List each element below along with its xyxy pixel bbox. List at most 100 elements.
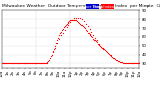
Point [101, 47, 103, 48]
Point [58, 34, 60, 36]
Point [132, 62, 135, 63]
Point [137, 62, 140, 63]
Point [113, 57, 116, 59]
Point [118, 60, 120, 62]
Point [41, 62, 44, 63]
Point [1, 62, 4, 63]
Point [18, 62, 20, 63]
Point [116, 59, 119, 61]
Point [74, 19, 76, 21]
Point [63, 29, 66, 31]
Point [45, 62, 48, 63]
Point [49, 57, 52, 59]
Point [99, 45, 101, 46]
Point [20, 62, 23, 63]
Point [75, 19, 77, 21]
Point [17, 62, 19, 63]
Point [7, 62, 10, 63]
Point [33, 62, 35, 63]
Point [67, 21, 70, 23]
Point [91, 36, 94, 38]
Point [27, 62, 30, 63]
Point [28, 62, 31, 63]
Point [51, 54, 54, 55]
Point [54, 47, 56, 48]
Point [107, 53, 110, 54]
Point [117, 60, 120, 62]
Point [89, 34, 92, 36]
Point [19, 62, 22, 63]
Point [36, 62, 38, 63]
Point [57, 37, 59, 39]
Text: Milwaukee Weather  Outdoor Temperature  vs Heat Index  per Minute  (24 Hours): Milwaukee Weather Outdoor Temperature vs… [2, 4, 160, 8]
Point [90, 35, 93, 37]
Point [22, 62, 25, 63]
Point [84, 29, 87, 31]
Point [115, 59, 118, 61]
Point [83, 27, 85, 28]
Point [31, 62, 33, 63]
Point [61, 28, 64, 30]
Point [25, 62, 28, 63]
Point [106, 52, 109, 54]
Point [128, 62, 131, 63]
Point [131, 62, 134, 63]
Point [5, 62, 8, 63]
Point [76, 20, 78, 22]
Point [39, 62, 41, 63]
Point [96, 40, 98, 41]
Point [73, 18, 76, 19]
Point [124, 62, 126, 63]
Point [55, 42, 57, 44]
Point [48, 59, 51, 61]
Point [59, 33, 61, 34]
Point [86, 32, 89, 33]
Point [111, 57, 114, 58]
Point [70, 19, 73, 21]
Point [40, 62, 42, 63]
Point [68, 20, 71, 22]
Point [10, 62, 12, 63]
Point [138, 62, 140, 63]
Point [52, 51, 54, 53]
Point [50, 56, 53, 57]
Point [29, 62, 32, 63]
Point [94, 40, 96, 41]
Point [11, 62, 13, 63]
Point [60, 29, 63, 31]
Point [114, 58, 117, 60]
Point [34, 62, 36, 63]
Point [105, 51, 108, 53]
Point [8, 62, 11, 63]
Point [83, 20, 85, 22]
Point [121, 61, 123, 62]
Point [62, 27, 65, 28]
Point [64, 25, 67, 26]
Point [6, 62, 9, 63]
Point [56, 40, 58, 41]
Point [120, 61, 122, 62]
Point [133, 62, 136, 63]
Point [46, 61, 49, 62]
Point [88, 28, 91, 30]
Point [112, 57, 115, 59]
Point [122, 62, 124, 63]
Point [30, 62, 32, 63]
Point [77, 21, 79, 23]
Point [104, 50, 106, 51]
Point [47, 60, 50, 62]
Point [32, 62, 34, 63]
Point [100, 46, 102, 47]
Point [87, 33, 90, 34]
Point [43, 62, 46, 63]
Point [86, 26, 89, 27]
Point [13, 62, 15, 63]
Point [98, 44, 100, 46]
Point [65, 23, 68, 24]
Point [60, 34, 62, 36]
Point [21, 62, 24, 63]
Point [98, 43, 100, 45]
Text: Heat Index: Heat Index [93, 5, 114, 9]
Point [108, 54, 111, 55]
Point [4, 62, 7, 63]
